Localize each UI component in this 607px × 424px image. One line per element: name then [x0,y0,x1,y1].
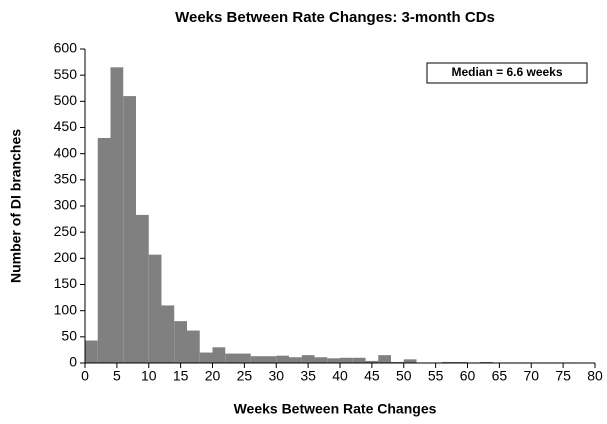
y-tick-label: 200 [54,249,78,265]
bar [276,355,289,363]
annotation: Median = 6.6 weeks [451,65,562,79]
y-tick-label: 550 [54,66,78,82]
bar [161,305,175,363]
x-tick-label: 35 [300,368,316,384]
x-tick-label: 20 [205,368,221,384]
x-tick-label: 5 [113,368,121,384]
annotation-box [426,62,588,84]
x-tick-label: 80 [587,368,603,384]
bar [123,96,136,363]
y-tick-label: 350 [54,171,78,187]
bar [314,357,328,363]
bar [454,361,468,363]
bar [199,352,213,363]
x-tick-label: 0 [81,368,89,384]
bar [85,340,98,363]
bar [403,359,417,363]
bar [327,358,340,363]
bar [391,361,404,363]
bar [187,330,200,363]
bar [174,321,187,363]
bar [365,360,379,363]
bar [136,214,149,363]
bar [301,355,315,363]
x-tick-label: 15 [173,368,189,384]
bar [225,353,238,363]
y-tick-label: 150 [54,275,78,291]
y-tick-label: 250 [54,223,78,239]
x-tick-label: 55 [428,368,444,384]
bar [97,137,111,363]
x-tick-label: 10 [141,368,157,384]
chart-title: Weeks Between Rate Changes: 3-month CDs [175,9,495,26]
bar [442,361,455,363]
bar [212,347,226,363]
x-tick-label: 40 [332,368,348,384]
y-tick-label: 50 [61,328,77,344]
bar [289,357,302,363]
y-tick-label: 400 [54,144,78,160]
bar [480,361,493,363]
bar [352,357,366,363]
x-axis-title: Weeks Between Rate Changes [234,401,437,417]
bar [263,356,277,363]
x-tick-label: 70 [523,368,539,384]
y-tick-label: 0 [69,354,77,370]
x-tick-label: 25 [237,368,253,384]
y-tick-label: 500 [54,92,78,108]
y-axis-title: Number of DI branches [8,129,24,283]
bar [340,357,353,363]
x-tick-label: 60 [460,368,476,384]
y-tick-label: 450 [54,118,78,134]
bar [378,355,391,363]
x-tick-label: 75 [555,368,571,384]
x-tick-label: 65 [492,368,508,384]
bar [250,356,264,363]
bar [110,67,124,364]
bar [148,254,162,363]
bar [238,353,251,363]
y-tick-label: 300 [54,197,78,213]
y-tick-label: 600 [54,40,78,56]
x-tick-label: 50 [396,368,412,384]
x-tick-label: 30 [268,368,284,384]
y-tick-label: 100 [54,301,78,317]
x-tick-label: 45 [364,368,380,384]
